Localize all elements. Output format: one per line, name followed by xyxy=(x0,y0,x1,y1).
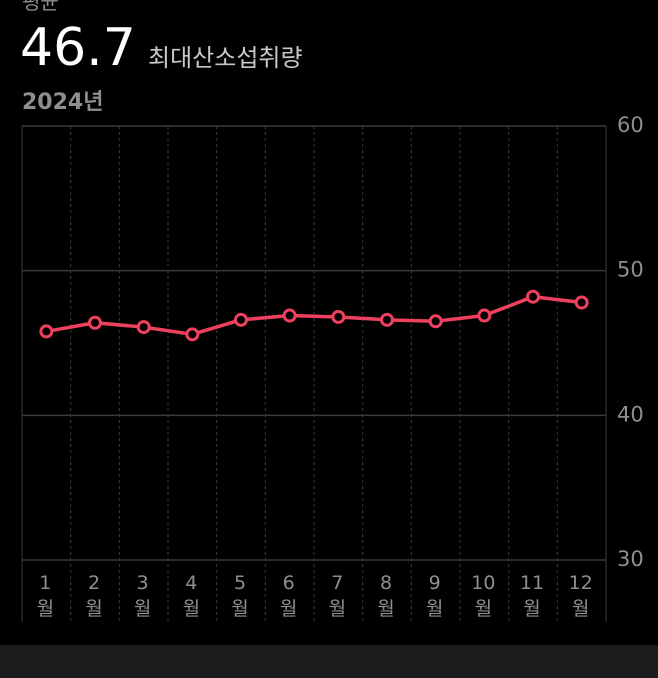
x-tick-label: 6월 xyxy=(267,566,310,622)
x-tick-label: 5월 xyxy=(219,566,262,622)
x-tick-label: 10월 xyxy=(462,566,505,622)
data-point xyxy=(331,309,346,324)
data-point xyxy=(39,324,54,339)
x-tick-label: 2월 xyxy=(73,566,116,622)
x-tick-label: 8월 xyxy=(365,566,408,622)
data-point xyxy=(380,312,394,327)
data-point xyxy=(428,314,443,329)
x-tick-text: 12월 xyxy=(568,572,593,620)
x-tick-text: 6월 xyxy=(279,572,298,620)
y-tick-label: 30 xyxy=(617,547,644,571)
data-point xyxy=(88,315,102,330)
period: 2024년 xyxy=(22,90,104,115)
x-tick-label: 7월 xyxy=(316,566,359,622)
x-tick-text: 1월 xyxy=(36,572,55,620)
x-tick-label: 1월 xyxy=(24,566,67,622)
x-tick-text: 8월 xyxy=(377,572,395,620)
x-tick-text: 2월 xyxy=(85,572,103,620)
y-tick-label: 60 xyxy=(617,113,644,137)
x-tick-text: 9월 xyxy=(425,572,444,620)
x-tick-text: 11월 xyxy=(519,572,545,620)
bottom-bar xyxy=(0,645,658,678)
x-tick-label: 4월 xyxy=(170,566,213,622)
x-tick-text: 10월 xyxy=(471,572,496,620)
y-tick-label: 40 xyxy=(617,402,644,426)
x-tick-text: 4월 xyxy=(182,572,201,620)
data-point xyxy=(234,312,248,327)
summary-unit: 최대산소섭취량 xyxy=(148,44,303,72)
x-tick-label: 12월 xyxy=(559,566,602,622)
data-point xyxy=(136,320,151,335)
data-point xyxy=(477,308,492,323)
summary-label: 평균 xyxy=(22,0,59,14)
data-point xyxy=(282,308,297,323)
x-tick-label: 3월 xyxy=(121,566,164,622)
x-tick-text: 3월 xyxy=(133,572,152,620)
x-tick-text: 7월 xyxy=(328,572,347,620)
data-line xyxy=(46,294,582,337)
summary-value: 46.7 xyxy=(20,18,136,78)
data-point xyxy=(185,327,200,342)
x-tick-label: 9월 xyxy=(413,566,456,622)
y-tick-label: 50 xyxy=(617,258,644,282)
data-point xyxy=(574,295,589,310)
x-tick-text: 5월 xyxy=(231,572,249,620)
data-point xyxy=(526,289,540,304)
x-tick-label: 11월 xyxy=(511,566,554,622)
